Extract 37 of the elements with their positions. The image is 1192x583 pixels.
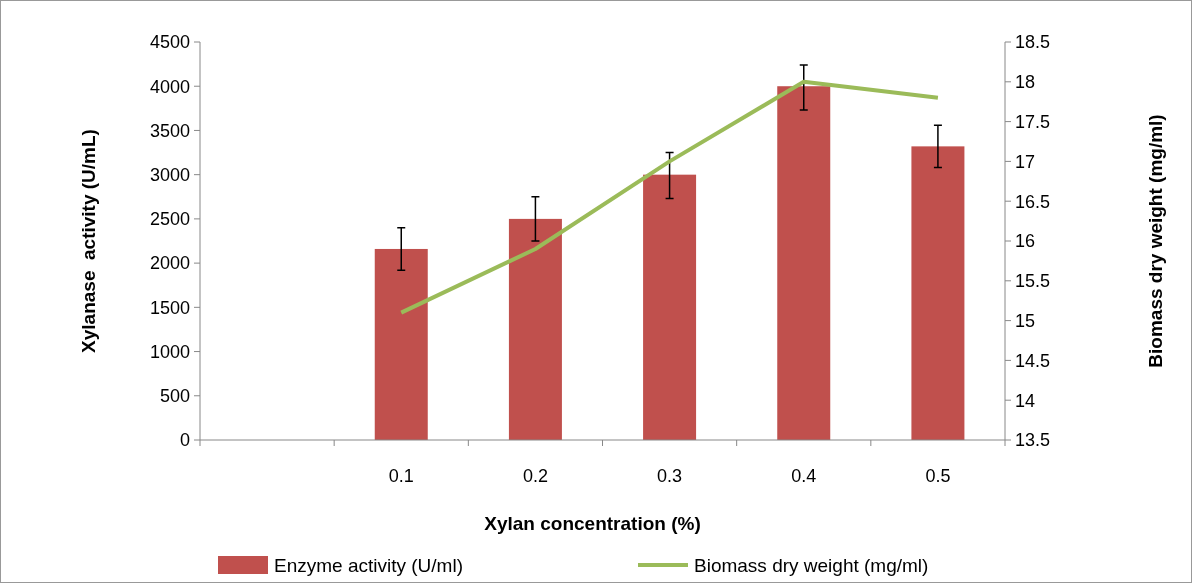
- y2-tick-label: 18.5: [1015, 32, 1051, 53]
- y-tick-label: 4000: [149, 76, 190, 97]
- x-tick-label: 0.5: [925, 466, 951, 486]
- x-tick-label: 0.4: [791, 466, 817, 486]
- x-axis-title: Xylan concentration (%): [484, 513, 701, 534]
- y2-axis-title: Biomass dry weight (mg/ml): [1145, 114, 1166, 368]
- y-tick-label: 3500: [149, 120, 190, 141]
- y2-tick-label: 15.5: [1015, 271, 1051, 292]
- y2-tick-label: 14: [1015, 390, 1036, 411]
- y2-tick-label: 17.5: [1015, 111, 1051, 132]
- bar: [508, 218, 562, 440]
- x-tick-label: 0.2: [522, 466, 548, 486]
- y2-tick-label: 13.5: [1015, 430, 1051, 451]
- bar: [643, 174, 697, 440]
- y-tick-label: 1000: [149, 341, 190, 362]
- y-tick-label: 3000: [149, 164, 190, 185]
- line-series: [399, 79, 940, 315]
- y2-tick-label: 15: [1015, 310, 1036, 331]
- y2-tick-label: 17: [1015, 151, 1036, 172]
- y2-tick-label: 18: [1015, 72, 1036, 93]
- y-tick-label: 4500: [149, 32, 190, 53]
- y-tick-label: 500: [159, 386, 190, 407]
- bar: [777, 86, 831, 440]
- y2-tick-label: 16.5: [1015, 191, 1051, 212]
- bar: [374, 248, 428, 440]
- x-tick-label: 0.3: [657, 466, 683, 486]
- legend-label: Biomass dry weight (mg/ml): [694, 554, 929, 576]
- legend-label: Enzyme activity (U/ml): [274, 554, 463, 576]
- bar: [911, 146, 965, 440]
- y2-tick-label: 14.5: [1015, 350, 1051, 371]
- y-axis-title: Xylanase activity (U/mL): [78, 129, 99, 353]
- y2-tick-label: 16: [1015, 231, 1036, 252]
- y-tick-label: 2500: [149, 209, 190, 230]
- x-tick-label: 0.1: [388, 466, 414, 486]
- y-tick-label: 1500: [149, 297, 190, 318]
- y-tick-label: 0: [179, 430, 190, 451]
- y-tick-label: 2000: [149, 253, 190, 274]
